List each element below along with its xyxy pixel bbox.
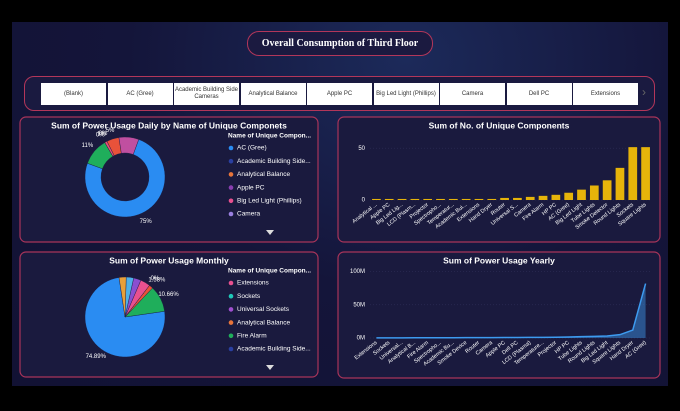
bar — [628, 147, 638, 200]
slicer-button[interactable]: Big Led Light (Phillips) — [373, 83, 439, 105]
legend-marker — [228, 320, 234, 325]
chart-title: Sum of Power Usage Monthly — [109, 255, 229, 265]
scroll-arrow[interactable]: › — [642, 85, 646, 99]
slicer-button[interactable]: Extensions — [573, 83, 638, 105]
legend-title: Name of Unique Compon... — [228, 268, 311, 275]
bar — [538, 195, 548, 200]
legend-marker — [228, 211, 234, 217]
bar — [474, 198, 484, 200]
bar — [461, 198, 471, 200]
slicer: › (Blank) AC (Gree) Academic Building Side … — [24, 76, 655, 111]
bar — [487, 198, 497, 200]
legend-marker — [228, 307, 234, 312]
panel — [337, 251, 661, 379]
legend-marker — [228, 333, 234, 339]
area-line — [376, 283, 647, 339]
bar — [448, 198, 458, 200]
legend-label: Camera — [237, 211, 261, 218]
page-title: Overall Consumption of Third Floor — [247, 31, 433, 56]
legend-marker — [228, 198, 234, 204]
bar — [589, 185, 599, 200]
legend-marker — [228, 293, 234, 299]
bar — [525, 196, 535, 200]
bar — [602, 180, 612, 200]
bar — [423, 198, 433, 200]
bar — [564, 192, 574, 200]
slice — [118, 136, 139, 155]
slicer-button[interactable]: Dell PC — [506, 83, 572, 105]
bar — [641, 147, 650, 200]
legend-label: Academic Building Side... — [237, 158, 311, 165]
bar — [384, 198, 394, 200]
data-label: 75% — [140, 219, 153, 225]
legend-marker — [228, 346, 234, 352]
y-tick-label: 0M — [357, 336, 365, 342]
y-tick-label: 50M — [353, 302, 365, 308]
bar — [436, 198, 445, 200]
panel — [19, 251, 319, 378]
y-tick-label: 0 — [362, 198, 366, 204]
legend-label: Apple PC — [237, 184, 265, 191]
slice — [118, 276, 127, 318]
legend-label: AC (Gree) — [237, 145, 267, 152]
data-label: 11% — [82, 143, 94, 149]
y-tick-label: 100M — [350, 269, 365, 275]
legend-label: Universal Sockets — [237, 306, 290, 313]
slicer-button[interactable]: Apple PC — [307, 83, 372, 105]
data-label: 0% — [151, 276, 160, 282]
y-tick-label: 50 — [358, 146, 365, 152]
legend-label: Big Led Light (Phillips) — [237, 198, 302, 205]
legend-marker — [228, 172, 234, 177]
legend-label: Fire Alarm — [237, 333, 267, 340]
data-label: 5% — [106, 128, 115, 134]
slicer-button[interactable]: (Blank) — [41, 83, 106, 105]
legend-label: Academic Building Side... — [237, 346, 311, 353]
data-label: 74.89% — [86, 354, 107, 360]
slice — [84, 277, 166, 358]
data-label: 0% — [96, 132, 105, 138]
bar — [615, 167, 625, 200]
bar — [577, 189, 586, 200]
data-label: 0% — [99, 131, 108, 137]
bar — [500, 197, 509, 200]
legend-label: Sockets — [237, 293, 261, 300]
legend-label: Extensions — [237, 280, 270, 287]
legend-marker — [228, 280, 234, 286]
slicer-button[interactable]: Analytical Balance — [240, 83, 306, 105]
bar — [372, 198, 381, 200]
legend-marker — [228, 158, 234, 164]
bar — [513, 197, 522, 200]
bar — [397, 198, 407, 200]
legend-marker — [228, 185, 234, 190]
slicer-button[interactable]: AC (Gree) — [107, 83, 173, 105]
legend-label: Analytical Balance — [237, 171, 290, 178]
legend-label: Analytical Balance — [237, 319, 290, 326]
legend-scroll[interactable] — [266, 230, 274, 235]
legend-scroll[interactable] — [266, 365, 274, 370]
legend-title: Name of Unique Compon... — [228, 133, 311, 140]
bar — [410, 198, 420, 200]
bar — [551, 194, 561, 200]
slicer-button[interactable]: Academic Building Side Cameras — [174, 83, 239, 105]
legend-marker — [228, 145, 234, 151]
slice — [84, 139, 166, 218]
data-label: 1% — [97, 132, 106, 138]
data-label: 1.58% — [148, 277, 166, 283]
panel — [19, 116, 319, 243]
chart-title: Sum of Power Usage Yearly — [443, 255, 555, 265]
chart-title: Sum of No. of Unique Components — [429, 120, 570, 130]
data-label: 10.66% — [158, 292, 179, 298]
chart-title: Sum of Power Usage Daily by Name of Uniq… — [51, 120, 287, 130]
slicer-button[interactable]: Camera — [440, 83, 505, 105]
